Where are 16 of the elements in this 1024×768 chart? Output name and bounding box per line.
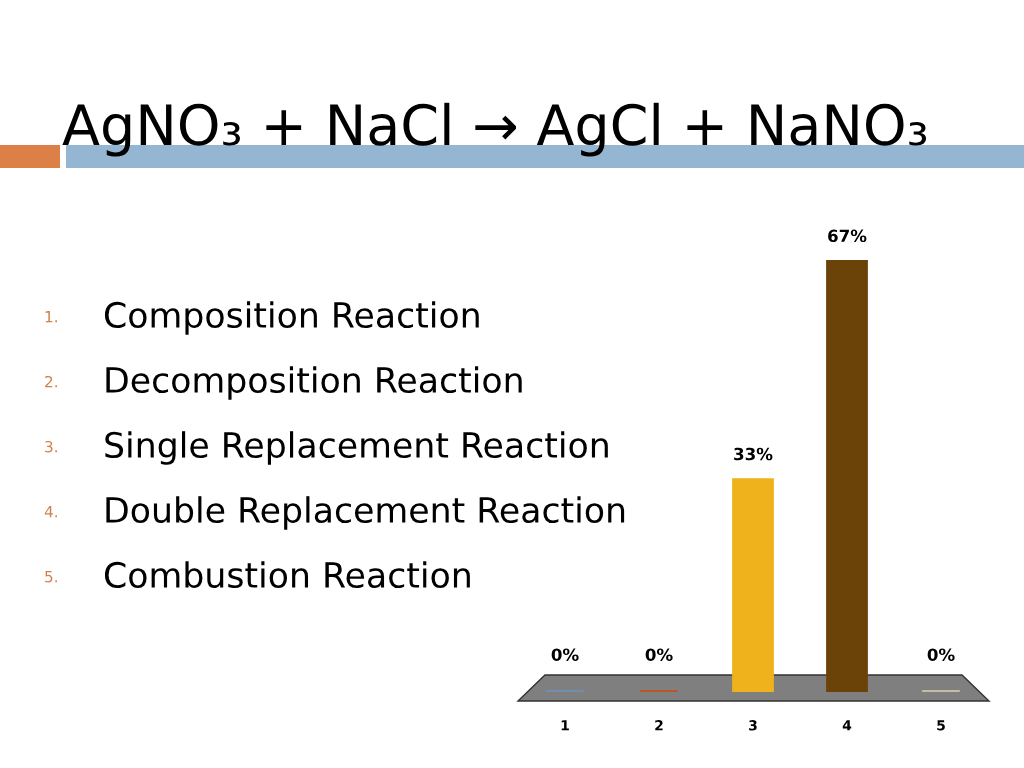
x-tick-label: 4	[842, 720, 852, 731]
x-tick-label: 5	[937, 720, 945, 731]
data-label: 0%	[645, 648, 673, 661]
x-tick-label: 2	[655, 720, 663, 731]
text: 3. Single Replacement Reaction	[45, 431, 608, 465]
x-tick-label: 1	[561, 720, 569, 731]
text: 4. Double Replacement Reaction	[44, 496, 625, 530]
x-tick-label: 3	[749, 720, 757, 731]
text: 5. Combustion Reaction	[45, 561, 470, 589]
data-label: 67%	[828, 229, 867, 243]
chart-title: AgNO₃ + NaCl → AgCl + NaNO₃	[62, 102, 927, 157]
data-label: 33%	[734, 447, 773, 461]
data-label: 0%	[551, 648, 579, 661]
text: 2. Decomposition Reaction	[45, 366, 522, 400]
data-label: 0%	[927, 648, 955, 661]
text: 1. Composition Reaction	[45, 301, 479, 335]
